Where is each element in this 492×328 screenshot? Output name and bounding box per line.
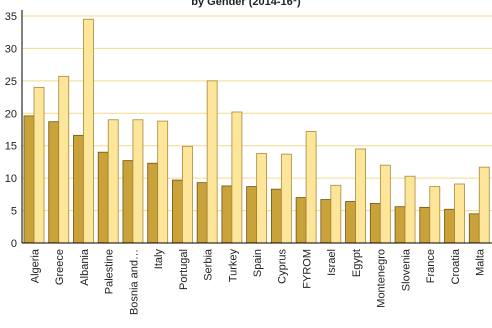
bar-series-2 bbox=[58, 75, 70, 244]
x-category-label: Egypt bbox=[351, 249, 363, 277]
x-category-label: Montenegro bbox=[376, 249, 388, 308]
x-category-label: Portugal bbox=[178, 249, 190, 290]
bar-series-1 bbox=[221, 185, 233, 244]
bar-series-1 bbox=[270, 188, 282, 244]
x-category-label: Italy bbox=[153, 249, 165, 270]
bar-series-2 bbox=[132, 119, 144, 244]
x-category-label: Palestine bbox=[104, 249, 116, 294]
bar-series-1 bbox=[419, 206, 431, 244]
bar-series-2 bbox=[33, 86, 45, 244]
bar-series-2 bbox=[379, 164, 391, 244]
bar-series-1 bbox=[394, 206, 406, 244]
x-category-label: Israel bbox=[326, 249, 338, 276]
y-tick-label: 20 bbox=[5, 108, 17, 120]
bar-series-1 bbox=[295, 197, 307, 244]
bar-series-1 bbox=[172, 179, 183, 244]
bar-series-1 bbox=[196, 182, 208, 244]
bar-series-1 bbox=[73, 134, 84, 244]
bar-series-2 bbox=[231, 111, 243, 244]
x-category-label: Algeria bbox=[29, 248, 41, 283]
bar-series-1 bbox=[147, 162, 159, 244]
bar-series-2 bbox=[478, 166, 490, 244]
y-tick-label: 30 bbox=[5, 43, 17, 55]
bar-series-1 bbox=[122, 160, 134, 244]
x-category-label: Malta bbox=[475, 248, 487, 276]
x-category-label: France bbox=[425, 249, 437, 283]
x-category-label: FYROM bbox=[301, 249, 313, 289]
x-axis-labels: Algeria Greece Albania Palestine Bosnia and…… bbox=[29, 248, 486, 315]
bar-series-2 bbox=[256, 153, 268, 244]
bar-series-2 bbox=[330, 184, 342, 244]
bar-series-1 bbox=[23, 115, 35, 244]
bar-series-2 bbox=[404, 175, 416, 244]
bar-series-1 bbox=[320, 199, 332, 244]
bar-series-2 bbox=[107, 119, 119, 244]
bar-series-1 bbox=[369, 203, 381, 244]
bar-series-2 bbox=[280, 153, 292, 244]
x-category-label: Cyprus bbox=[277, 249, 289, 284]
chart-title: by Gender (2014-16*) bbox=[191, 0, 301, 8]
bar-series-2 bbox=[157, 120, 169, 244]
x-category-label: Greece bbox=[54, 249, 66, 285]
x-category-label: Bosnia and… bbox=[128, 249, 140, 315]
x-category-label: Croatia bbox=[450, 248, 462, 284]
bar-series-2 bbox=[206, 80, 218, 244]
y-tick-label: 10 bbox=[5, 173, 17, 185]
y-tick-label: 25 bbox=[5, 76, 17, 88]
bar-series-2 bbox=[305, 131, 317, 244]
bar-series-2 bbox=[182, 145, 193, 244]
x-category-label: Spain bbox=[252, 249, 264, 277]
bar-series-2 bbox=[355, 148, 366, 244]
bar-series-1 bbox=[48, 121, 60, 244]
bar-series-1 bbox=[345, 201, 356, 244]
y-tick-label: 15 bbox=[5, 141, 17, 153]
bar-series-2 bbox=[429, 186, 441, 244]
bar-series-1 bbox=[468, 213, 480, 244]
y-tick-label: 5 bbox=[11, 206, 17, 218]
x-category-label: Serbia bbox=[203, 248, 215, 281]
bar-series-1 bbox=[246, 186, 258, 244]
bar-series-1 bbox=[444, 208, 455, 244]
bar-series-1 bbox=[97, 151, 109, 244]
axes bbox=[21, 10, 492, 244]
y-tick-label: 35 bbox=[5, 11, 17, 23]
y-tick-label: 0 bbox=[11, 238, 17, 250]
bar-series-2 bbox=[454, 183, 465, 244]
bar-series-2 bbox=[83, 18, 94, 244]
x-category-label: Slovenia bbox=[400, 248, 412, 291]
x-category-label: Turkey bbox=[227, 249, 239, 283]
x-category-label: Albania bbox=[79, 248, 91, 286]
bars bbox=[23, 18, 490, 244]
y-axis: 0 5 10 15 20 25 30 35 bbox=[5, 11, 17, 250]
